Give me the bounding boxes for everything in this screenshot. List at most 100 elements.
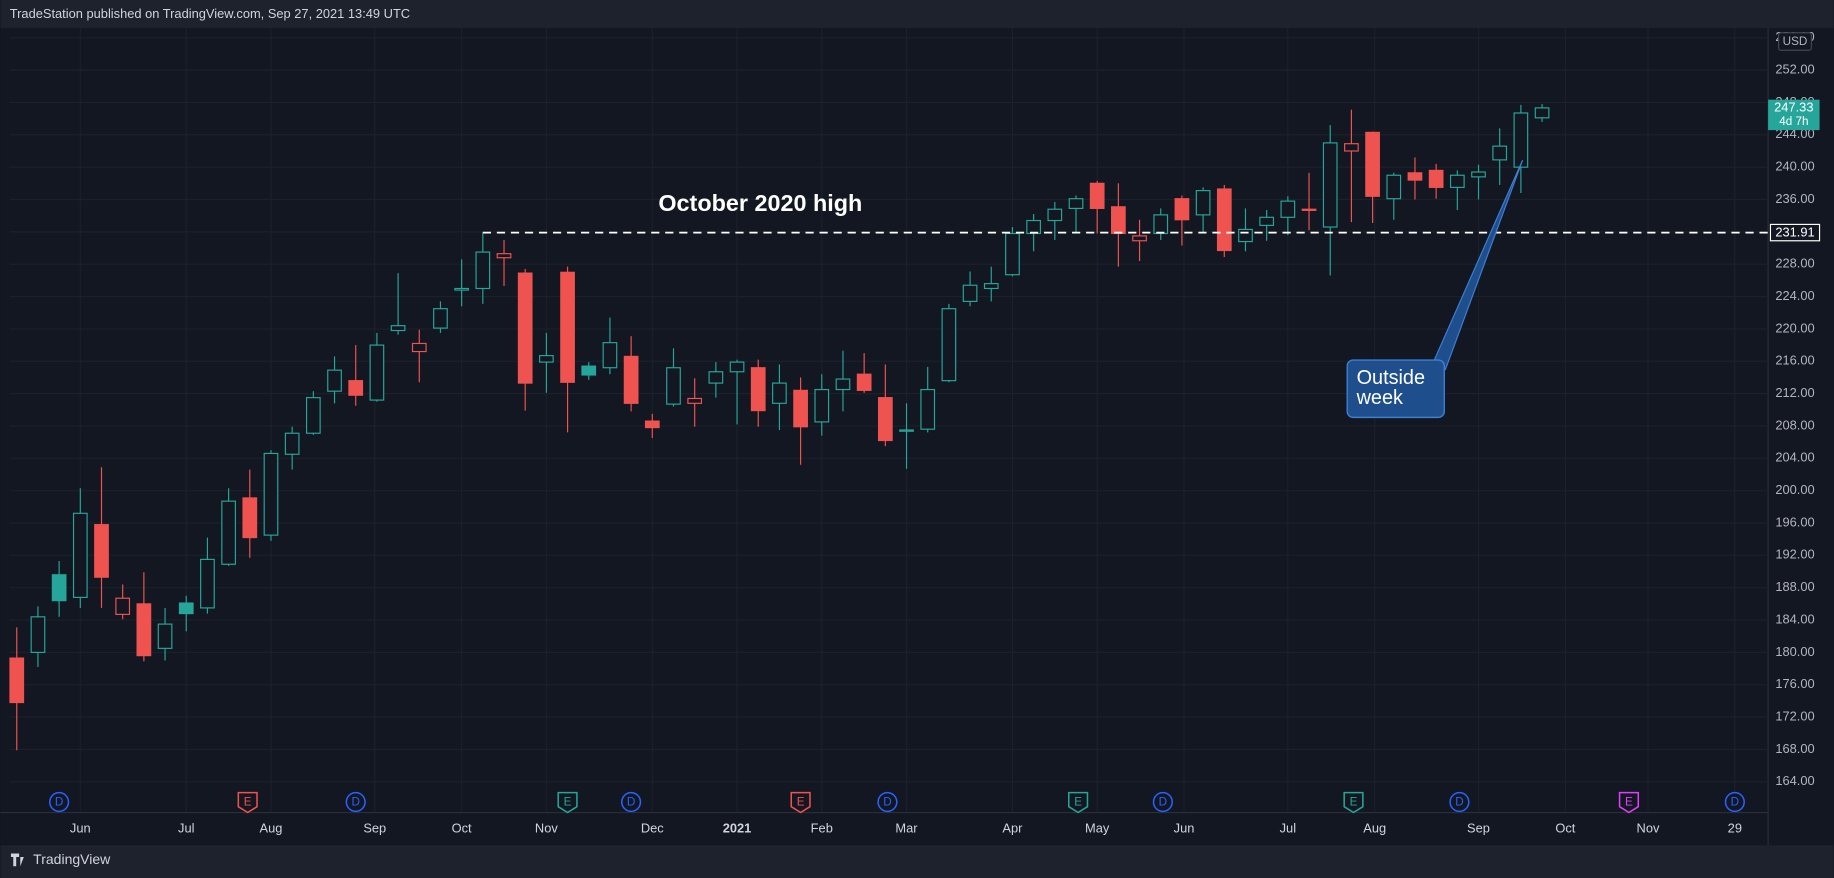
callout-text: Outside [1357,367,1425,389]
event-label: D [1455,796,1463,809]
y-tick-label: 216.00 [1775,353,1814,368]
x-tick-label: Nov [535,820,558,835]
x-tick-label: Feb [811,820,833,835]
candle-body [305,397,321,434]
candle-body [433,308,448,329]
event-label: D [1731,796,1739,809]
candle-body [1047,208,1063,222]
y-tick-label: 204.00 [1775,450,1814,465]
candle-body [1216,188,1232,252]
x-tick-label: Jun [1174,820,1195,835]
callout-box [1346,359,1445,419]
candle-body [390,325,406,332]
y-tick-label: 240.00 [1775,159,1814,174]
y-tick-label: 208.00 [1775,417,1814,432]
event-marker [345,791,366,813]
candle-body [1132,235,1147,242]
event-marker [557,791,578,814]
candle-body [1238,228,1253,243]
candle-body [1111,206,1126,235]
candle-body [115,597,131,615]
candle-body [602,342,618,369]
candle-body [708,371,724,384]
x-tick-label: Oct [452,820,472,835]
event-marker [1343,791,1364,814]
candle-body [666,367,681,405]
candle-body [1068,198,1084,209]
y-tick-label: 176.00 [1775,676,1814,691]
event-label: D [55,796,63,809]
y-tick-label: 168.00 [1775,741,1814,756]
y-tick-label: 228.00 [1775,256,1814,271]
candle-body [411,342,427,353]
level-label: 231.91 [1775,225,1814,240]
candle-body [581,365,597,376]
currency-box [1778,32,1812,51]
x-tick-label: Jun [70,820,91,835]
candle-body [496,253,512,259]
candle-body [1301,208,1317,211]
currency-label: USD [1783,35,1808,48]
candle-body [72,512,88,598]
x-tick-label: Aug [1363,820,1386,835]
footer-text: TradingView [33,851,111,867]
x-tick-label: Sep [363,820,386,835]
countdown-label: 4d 7h [1779,115,1808,128]
candle-body [814,388,830,423]
candle-body [1428,169,1444,188]
candle-body [962,284,978,302]
last-price-label: 247.33 [1774,99,1813,114]
annotation-text: October 2020 high [658,190,862,216]
x-tick-label: Mar [895,820,918,835]
candle-body [1407,172,1423,181]
event-label: E [1074,796,1082,809]
candle-body [687,397,703,404]
candle-body [348,380,364,396]
candle-body [1005,232,1020,276]
x-tick-label: May [1085,820,1110,835]
candle-body [899,429,914,432]
y-tick-label: 224.00 [1775,288,1814,303]
event-marker [790,791,811,814]
candle-body [750,367,766,412]
event-marker [1724,791,1745,813]
candle-body [178,602,194,615]
event-label: E [797,796,805,809]
candle-body [263,452,279,536]
candle-body [560,271,575,383]
level-badge [1769,223,1821,242]
candle-body [1449,174,1465,188]
x-tick-label: 29 [1728,820,1742,835]
candle-body [772,382,787,404]
header-bar [0,0,1834,29]
candle-body [284,432,300,455]
candle-body [877,397,893,442]
event-marker [1618,791,1640,814]
candle-body [1492,145,1508,161]
candle-body [1471,171,1486,178]
candle-body [1344,143,1359,152]
candle-body [539,355,554,363]
y-tick-label: 164.00 [1775,773,1814,788]
x-tick-label: Jul [178,820,194,835]
x-tick-label: Aug [260,820,283,835]
event-label: E [244,796,252,809]
candle-body [729,361,745,373]
candle-body [517,272,533,384]
candle-body [94,524,109,578]
candle-body [1280,200,1296,218]
candle-body [983,283,999,290]
y-tick-label: 172.00 [1775,708,1814,723]
event-label: D [351,796,359,809]
event-label: D [883,796,891,809]
candle-body [856,373,872,391]
x-tick-label: 2021 [723,820,752,835]
candle-body [136,603,152,657]
candle-body [1322,142,1338,228]
candle-body [793,389,808,428]
event-label: D [627,796,635,809]
event-marker [237,791,258,814]
